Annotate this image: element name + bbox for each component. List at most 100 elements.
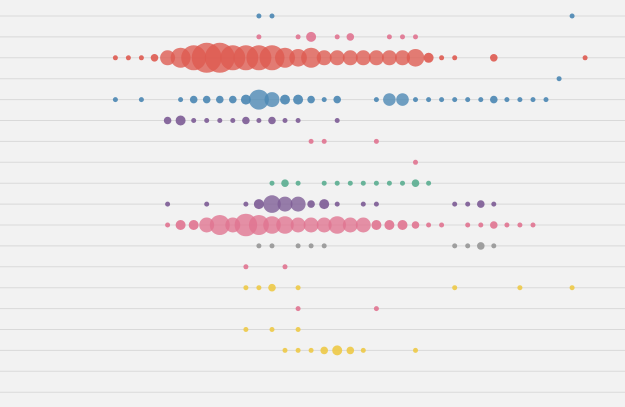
data-point-row-11 bbox=[256, 243, 262, 249]
data-point-row-4 bbox=[383, 93, 396, 106]
data-point-row-12 bbox=[282, 264, 288, 270]
data-point-row-5 bbox=[242, 116, 250, 125]
data-point-row-2 bbox=[275, 47, 295, 68]
data-point-row-1 bbox=[334, 34, 340, 40]
data-point-row-8 bbox=[360, 180, 366, 186]
data-point-row-4 bbox=[517, 97, 523, 103]
data-point-row-11 bbox=[465, 243, 471, 249]
data-point-row-10 bbox=[263, 216, 281, 234]
data-point-row-8 bbox=[411, 179, 420, 187]
data-point-row-11 bbox=[321, 243, 327, 249]
data-point-row-10 bbox=[209, 215, 230, 235]
data-point-row-4 bbox=[264, 92, 280, 108]
data-point-row-10 bbox=[439, 222, 445, 228]
data-point-row-2 bbox=[342, 50, 358, 66]
data-points bbox=[112, 13, 588, 356]
data-point-row-10 bbox=[478, 222, 484, 228]
data-point-row-1 bbox=[400, 34, 405, 40]
data-point-row-9 bbox=[165, 201, 171, 207]
data-point-row-16 bbox=[282, 347, 288, 353]
data-point-row-13 bbox=[268, 283, 276, 292]
data-point-row-1 bbox=[306, 31, 317, 42]
data-point-row-8 bbox=[334, 180, 340, 186]
data-point-row-10 bbox=[248, 215, 269, 235]
data-point-row-4 bbox=[293, 94, 304, 105]
data-point-row-8 bbox=[269, 180, 275, 186]
data-point-row-4 bbox=[307, 95, 315, 104]
data-point-row-10 bbox=[199, 217, 215, 233]
data-point-row-8 bbox=[295, 180, 301, 186]
data-point-row-0 bbox=[569, 13, 575, 19]
data-point-row-4 bbox=[530, 97, 536, 103]
data-point-row-10 bbox=[371, 220, 382, 230]
data-point-row-10 bbox=[342, 217, 358, 233]
data-point-row-0 bbox=[269, 13, 275, 19]
data-point-row-4 bbox=[373, 97, 379, 103]
data-point-row-4 bbox=[452, 97, 458, 103]
data-point-row-5 bbox=[268, 116, 276, 125]
data-point-row-4 bbox=[478, 97, 484, 103]
data-point-row-10 bbox=[328, 216, 347, 234]
data-point-row-8 bbox=[281, 179, 289, 187]
data-point-row-9 bbox=[319, 199, 330, 210]
data-point-row-0 bbox=[256, 13, 262, 19]
data-point-row-4 bbox=[321, 97, 327, 103]
data-point-row-4 bbox=[189, 95, 198, 104]
data-point-row-10 bbox=[303, 217, 319, 233]
data-point-row-10 bbox=[384, 220, 395, 230]
data-point-row-2 bbox=[316, 50, 332, 66]
data-point-row-4 bbox=[504, 97, 510, 103]
data-point-row-14 bbox=[295, 306, 301, 312]
data-point-row-9 bbox=[334, 201, 340, 207]
data-point-row-10 bbox=[276, 216, 294, 234]
data-point-row-4 bbox=[543, 97, 549, 103]
data-point-row-9 bbox=[491, 201, 497, 207]
data-point-row-14 bbox=[373, 306, 379, 312]
data-point-row-5 bbox=[175, 115, 186, 126]
data-point-row-4 bbox=[396, 93, 409, 106]
data-point-row-6 bbox=[373, 138, 379, 144]
data-point-row-4 bbox=[216, 95, 224, 104]
data-point-row-8 bbox=[373, 180, 379, 186]
data-point-row-2 bbox=[423, 52, 434, 63]
data-point-row-2 bbox=[150, 54, 159, 62]
data-point-row-15 bbox=[295, 327, 301, 332]
data-point-row-13 bbox=[452, 285, 458, 291]
data-point-row-16 bbox=[332, 345, 343, 356]
data-point-row-16 bbox=[413, 347, 418, 353]
data-point-row-2 bbox=[368, 50, 384, 66]
data-point-row-9 bbox=[373, 201, 379, 207]
data-point-row-15 bbox=[243, 327, 249, 332]
data-point-row-1 bbox=[346, 33, 355, 41]
data-point-row-5 bbox=[295, 118, 301, 123]
data-point-row-6 bbox=[321, 138, 327, 144]
data-point-row-9 bbox=[290, 196, 306, 212]
data-point-row-8 bbox=[347, 180, 353, 186]
data-point-row-10 bbox=[188, 220, 199, 230]
data-point-row-10 bbox=[411, 221, 420, 229]
data-point-row-7 bbox=[413, 159, 418, 165]
data-point-row-10 bbox=[490, 221, 498, 229]
data-point-row-2 bbox=[395, 50, 410, 66]
data-point-row-10 bbox=[517, 222, 523, 228]
data-point-row-5 bbox=[163, 116, 172, 125]
data-point-row-4 bbox=[280, 94, 290, 105]
data-point-row-13 bbox=[243, 285, 249, 291]
data-point-row-1 bbox=[256, 34, 262, 40]
data-point-row-10 bbox=[504, 222, 510, 228]
data-point-row-9 bbox=[253, 199, 264, 210]
data-point-row-4 bbox=[426, 97, 432, 103]
data-point-row-2 bbox=[125, 55, 131, 61]
data-point-row-10 bbox=[530, 222, 536, 228]
data-point-row-10 bbox=[290, 217, 306, 233]
data-point-row-10 bbox=[397, 220, 408, 230]
data-point-row-5 bbox=[282, 118, 288, 123]
data-point-row-5 bbox=[334, 118, 340, 123]
data-point-row-5 bbox=[230, 118, 236, 123]
data-point-row-4 bbox=[202, 95, 211, 104]
data-point-row-11 bbox=[491, 243, 497, 249]
data-point-row-13 bbox=[569, 285, 575, 291]
data-point-row-5 bbox=[204, 118, 210, 123]
data-point-row-2 bbox=[138, 55, 144, 61]
